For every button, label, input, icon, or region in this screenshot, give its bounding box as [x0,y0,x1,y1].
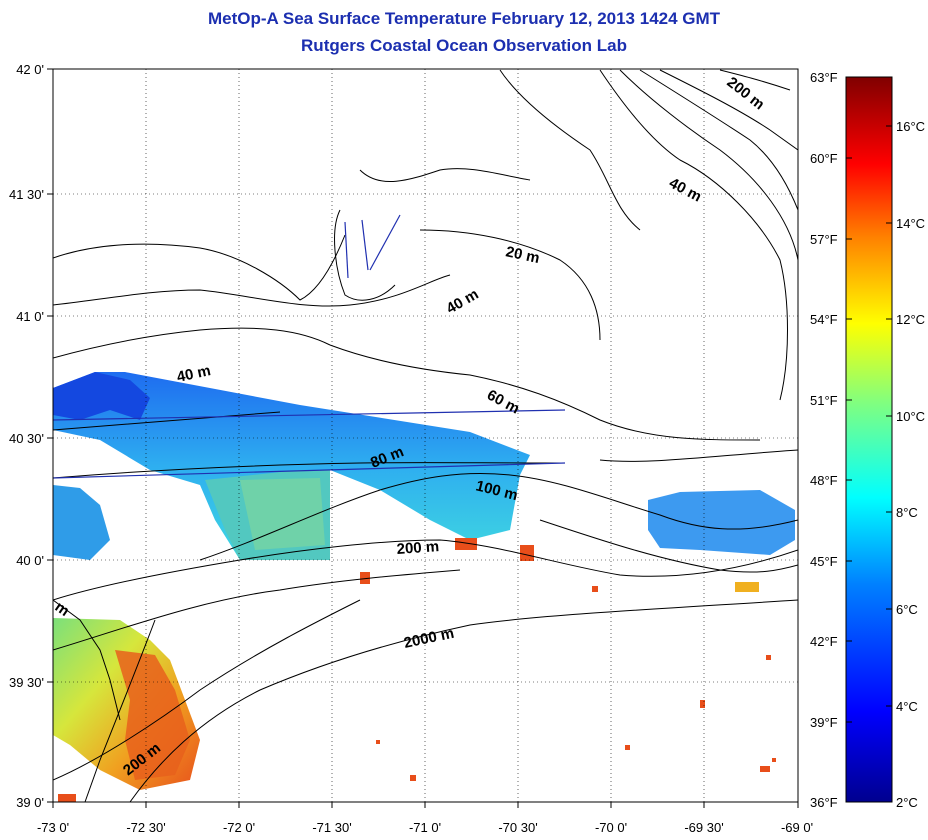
contour-label: 200 m [396,538,440,558]
lon-tick-label: -72 30' [126,820,165,835]
colorbar-f-label: 63°F [810,70,838,85]
lat-tick-label: 40 0' [16,553,44,568]
warm-pixels [58,538,776,802]
sst-cold-edge [53,372,150,420]
colorbar-f-label: 45°F [810,554,838,569]
lat-tick-label: 41 30' [9,187,44,202]
colorbar-f-label: 60°F [810,151,838,166]
sst-west-patch [53,485,110,560]
sst-east-patch [648,490,795,555]
lon-tick-label: -71 0' [409,820,441,835]
lon-tick-label: -72 0' [223,820,255,835]
colorbar-f-label: 57°F [810,232,838,247]
lat-tick-label: 39 30' [9,675,44,690]
colorbar-c-label: 8°C [896,505,918,520]
lat-tick-label: 41 0' [16,309,44,324]
sst-warm-core [115,650,190,780]
contour-label: 40 m [666,175,704,206]
colorbar-f-label: 36°F [810,795,838,810]
swath-edges [53,214,566,479]
colorbar-f-label: 39°F [810,715,838,730]
sst-central-green [240,478,325,550]
contour-label: 40 m [444,286,482,318]
sst-northern-band [53,372,530,560]
colorbar-f-label: 42°F [810,634,838,649]
colorbar-c-label: 4°C [896,699,918,714]
colorbar-c-label: 10°C [896,409,925,424]
contour-label: 60 m [484,387,522,418]
coastline-contours [53,69,798,802]
colorbar-ticks [846,76,892,723]
lat-tick-label: 42 0' [16,62,44,77]
contour-label: 40 m [175,362,212,386]
lon-tick-label: -70 0' [595,820,627,835]
colorbar-f-label: 54°F [810,312,838,327]
lat-tick-label: 40 30' [9,431,44,446]
grid [53,69,798,802]
lon-tick-label: -69 30' [684,820,723,835]
lon-tick-label: -73 0' [37,820,69,835]
colorbar-c-label: 6°C [896,602,918,617]
map-subtitle: Rutgers Coastal Ocean Observation Lab [301,36,627,55]
lon-tick-label: -69 0' [781,820,813,835]
frame-ticks [47,68,799,808]
colorbar-c-label: 14°C [896,216,925,231]
contour-label: 2000 m [402,625,455,652]
colorbar [845,76,893,803]
colorbar-c-label: 2°C [896,795,918,810]
colorbar-f-label: 51°F [810,393,838,408]
lon-tick-label: -71 30' [312,820,351,835]
map-title: MetOp-A Sea Surface Temperature February… [207,9,721,28]
colorbar-c-label: 12°C [896,312,925,327]
lon-tick-label: -70 30' [498,820,537,835]
colorbar-f-label: 48°F [810,473,838,488]
lat-tick-label: 39 0' [16,795,44,810]
contour-label: 200 m [724,74,768,114]
contour-label: 20 m [504,243,541,267]
colorbar-c-label: 16°C [896,119,925,134]
